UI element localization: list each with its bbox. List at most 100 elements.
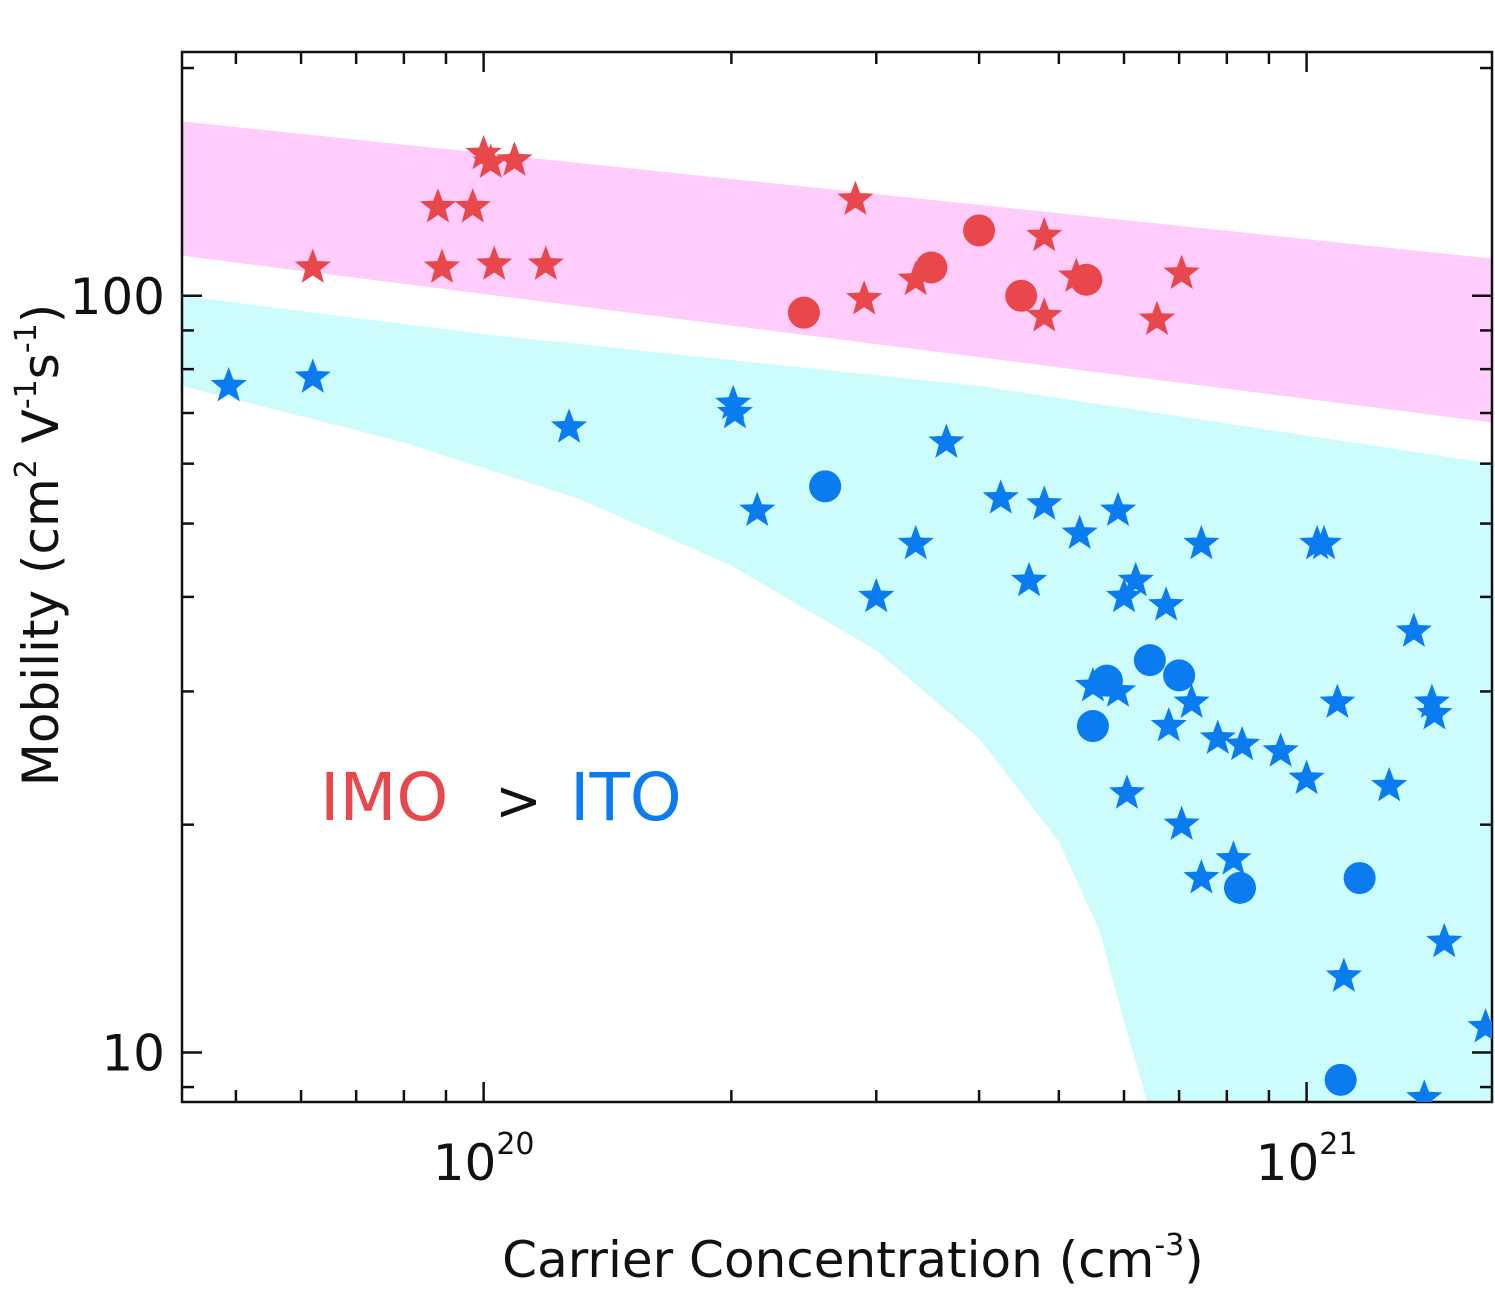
minor-ticks <box>182 52 1492 1102</box>
x-tick-label-exp: 20 <box>496 1127 534 1162</box>
imo-circle-point <box>787 296 820 329</box>
x-tick-labels: 1020 1021 <box>433 1127 1358 1192</box>
ito-star-point <box>1163 805 1200 841</box>
x-axis-label: Carrier Concentration (cm-3) <box>502 1228 1204 1289</box>
ito-star-point <box>1262 732 1299 767</box>
ito-star-point <box>1288 759 1325 795</box>
ito-star-point <box>550 408 588 443</box>
ito-star-point <box>1215 840 1252 875</box>
imo-star-point <box>897 260 934 296</box>
ito-star-point <box>1325 957 1362 992</box>
imo-star-point <box>527 245 564 280</box>
x-tick-label-exp: 21 <box>1319 1127 1357 1162</box>
ito-star-point <box>1105 577 1143 613</box>
annotation-gt: > <box>495 769 542 834</box>
x-axis-label-end: ) <box>1184 1231 1204 1289</box>
ito-band <box>182 295 1492 1102</box>
imo-star-point <box>465 134 502 170</box>
ito-star-point <box>1413 683 1450 718</box>
imo-star-point <box>837 180 874 215</box>
annotation-imo-gt-ito: IMO > ITO <box>320 759 682 836</box>
ito-star-point <box>1061 514 1098 549</box>
y-axis-label-sup: -1 <box>9 323 44 353</box>
ito-star-point <box>716 394 753 429</box>
imo-star-point <box>454 188 491 223</box>
y-axis-label-part: V <box>12 409 70 459</box>
imo-star-point <box>476 245 513 280</box>
ito-star-point <box>1148 586 1185 621</box>
imo-circle-point <box>1070 263 1103 296</box>
ito-star-point <box>1117 561 1154 597</box>
ito-star-point <box>1183 524 1220 560</box>
imo-star-point <box>472 143 509 178</box>
ito-star-point <box>897 524 934 560</box>
y-tick-label: 10 <box>101 1024 165 1082</box>
ito-circle-point <box>1163 659 1196 692</box>
y-axis-label: Mobility (cm2 V-1s-1) <box>9 304 70 787</box>
ito-star-point <box>1010 561 1048 597</box>
ito-star-point <box>1371 766 1408 802</box>
y-tick-label: 100 <box>70 268 165 326</box>
imo-circle-point <box>963 214 996 247</box>
imo-star-point <box>1138 300 1176 336</box>
ito-star-point <box>1183 859 1220 894</box>
imo-star-point <box>423 248 461 283</box>
x-tick-label-base: 10 <box>1256 1134 1320 1192</box>
ito-star-point <box>1406 1079 1443 1102</box>
x-tick-label: 1021 <box>1256 1127 1358 1192</box>
y-axis-label-sup: 2 <box>9 459 44 478</box>
ito-star-point <box>1099 491 1137 527</box>
ito-star-point <box>1026 485 1063 520</box>
ito-star-point <box>1416 695 1453 730</box>
ito-star-point <box>1395 612 1432 647</box>
y-tick-labels: 100 10 <box>70 268 165 1083</box>
ito-star-point <box>858 577 895 613</box>
imo-star-point <box>419 188 457 223</box>
annotation-imo: IMO <box>320 759 448 836</box>
ito-star-point <box>739 491 776 527</box>
y-axis-label-part: ) <box>12 304 70 324</box>
y-axis-label-sup: -1 <box>9 379 44 409</box>
annotation-ito: ITO <box>570 759 682 836</box>
ito-star-point <box>1319 683 1356 718</box>
y-axis-label-part: Mobility (cm <box>12 478 70 786</box>
ito-circle-point <box>1343 862 1376 895</box>
ito-circle-point <box>1324 1063 1357 1096</box>
y-axis-label-part: s <box>12 353 70 379</box>
imo-star-point <box>1163 254 1200 289</box>
ito-circle-point <box>1133 644 1166 677</box>
imo-star-point <box>1026 297 1063 332</box>
shaded-bands <box>182 121 1492 1102</box>
ito-star-point <box>982 479 1019 514</box>
imo-star-point <box>846 280 883 315</box>
ito-star-point <box>1199 719 1236 754</box>
imo-star-point <box>496 141 533 176</box>
ito-star-point <box>1173 683 1210 718</box>
ito-star-point <box>1305 524 1343 560</box>
imo-star-point <box>1026 216 1063 252</box>
ito-star-point <box>1224 725 1261 761</box>
ito-circle-point <box>809 470 842 503</box>
data-marks <box>210 134 1492 1102</box>
ito-circle-point <box>1223 871 1256 904</box>
imo-band <box>182 121 1492 423</box>
plot-frame <box>180 50 1494 1104</box>
imo-circle-point <box>1005 279 1038 312</box>
imo-circle-point <box>915 251 948 284</box>
ito-star-point <box>1108 774 1146 809</box>
ito-star-point <box>210 366 247 402</box>
ito-circle-point <box>1076 710 1109 743</box>
ito-circle-point <box>1090 664 1123 697</box>
imo-star-point <box>294 248 331 283</box>
x-axis-label-sup: -3 <box>1154 1228 1184 1263</box>
major-ticks <box>182 52 1492 1102</box>
ito-star-point <box>928 423 965 458</box>
ito-star-point <box>1150 707 1187 742</box>
ito-star-point <box>1426 922 1463 958</box>
x-tick-label-base: 10 <box>433 1134 497 1192</box>
x-axis-label-main: Carrier Concentration (cm <box>502 1231 1154 1289</box>
ito-star-point <box>294 358 331 393</box>
ito-star-point <box>1467 1008 1492 1043</box>
x-tick-label: 1020 <box>433 1127 535 1192</box>
